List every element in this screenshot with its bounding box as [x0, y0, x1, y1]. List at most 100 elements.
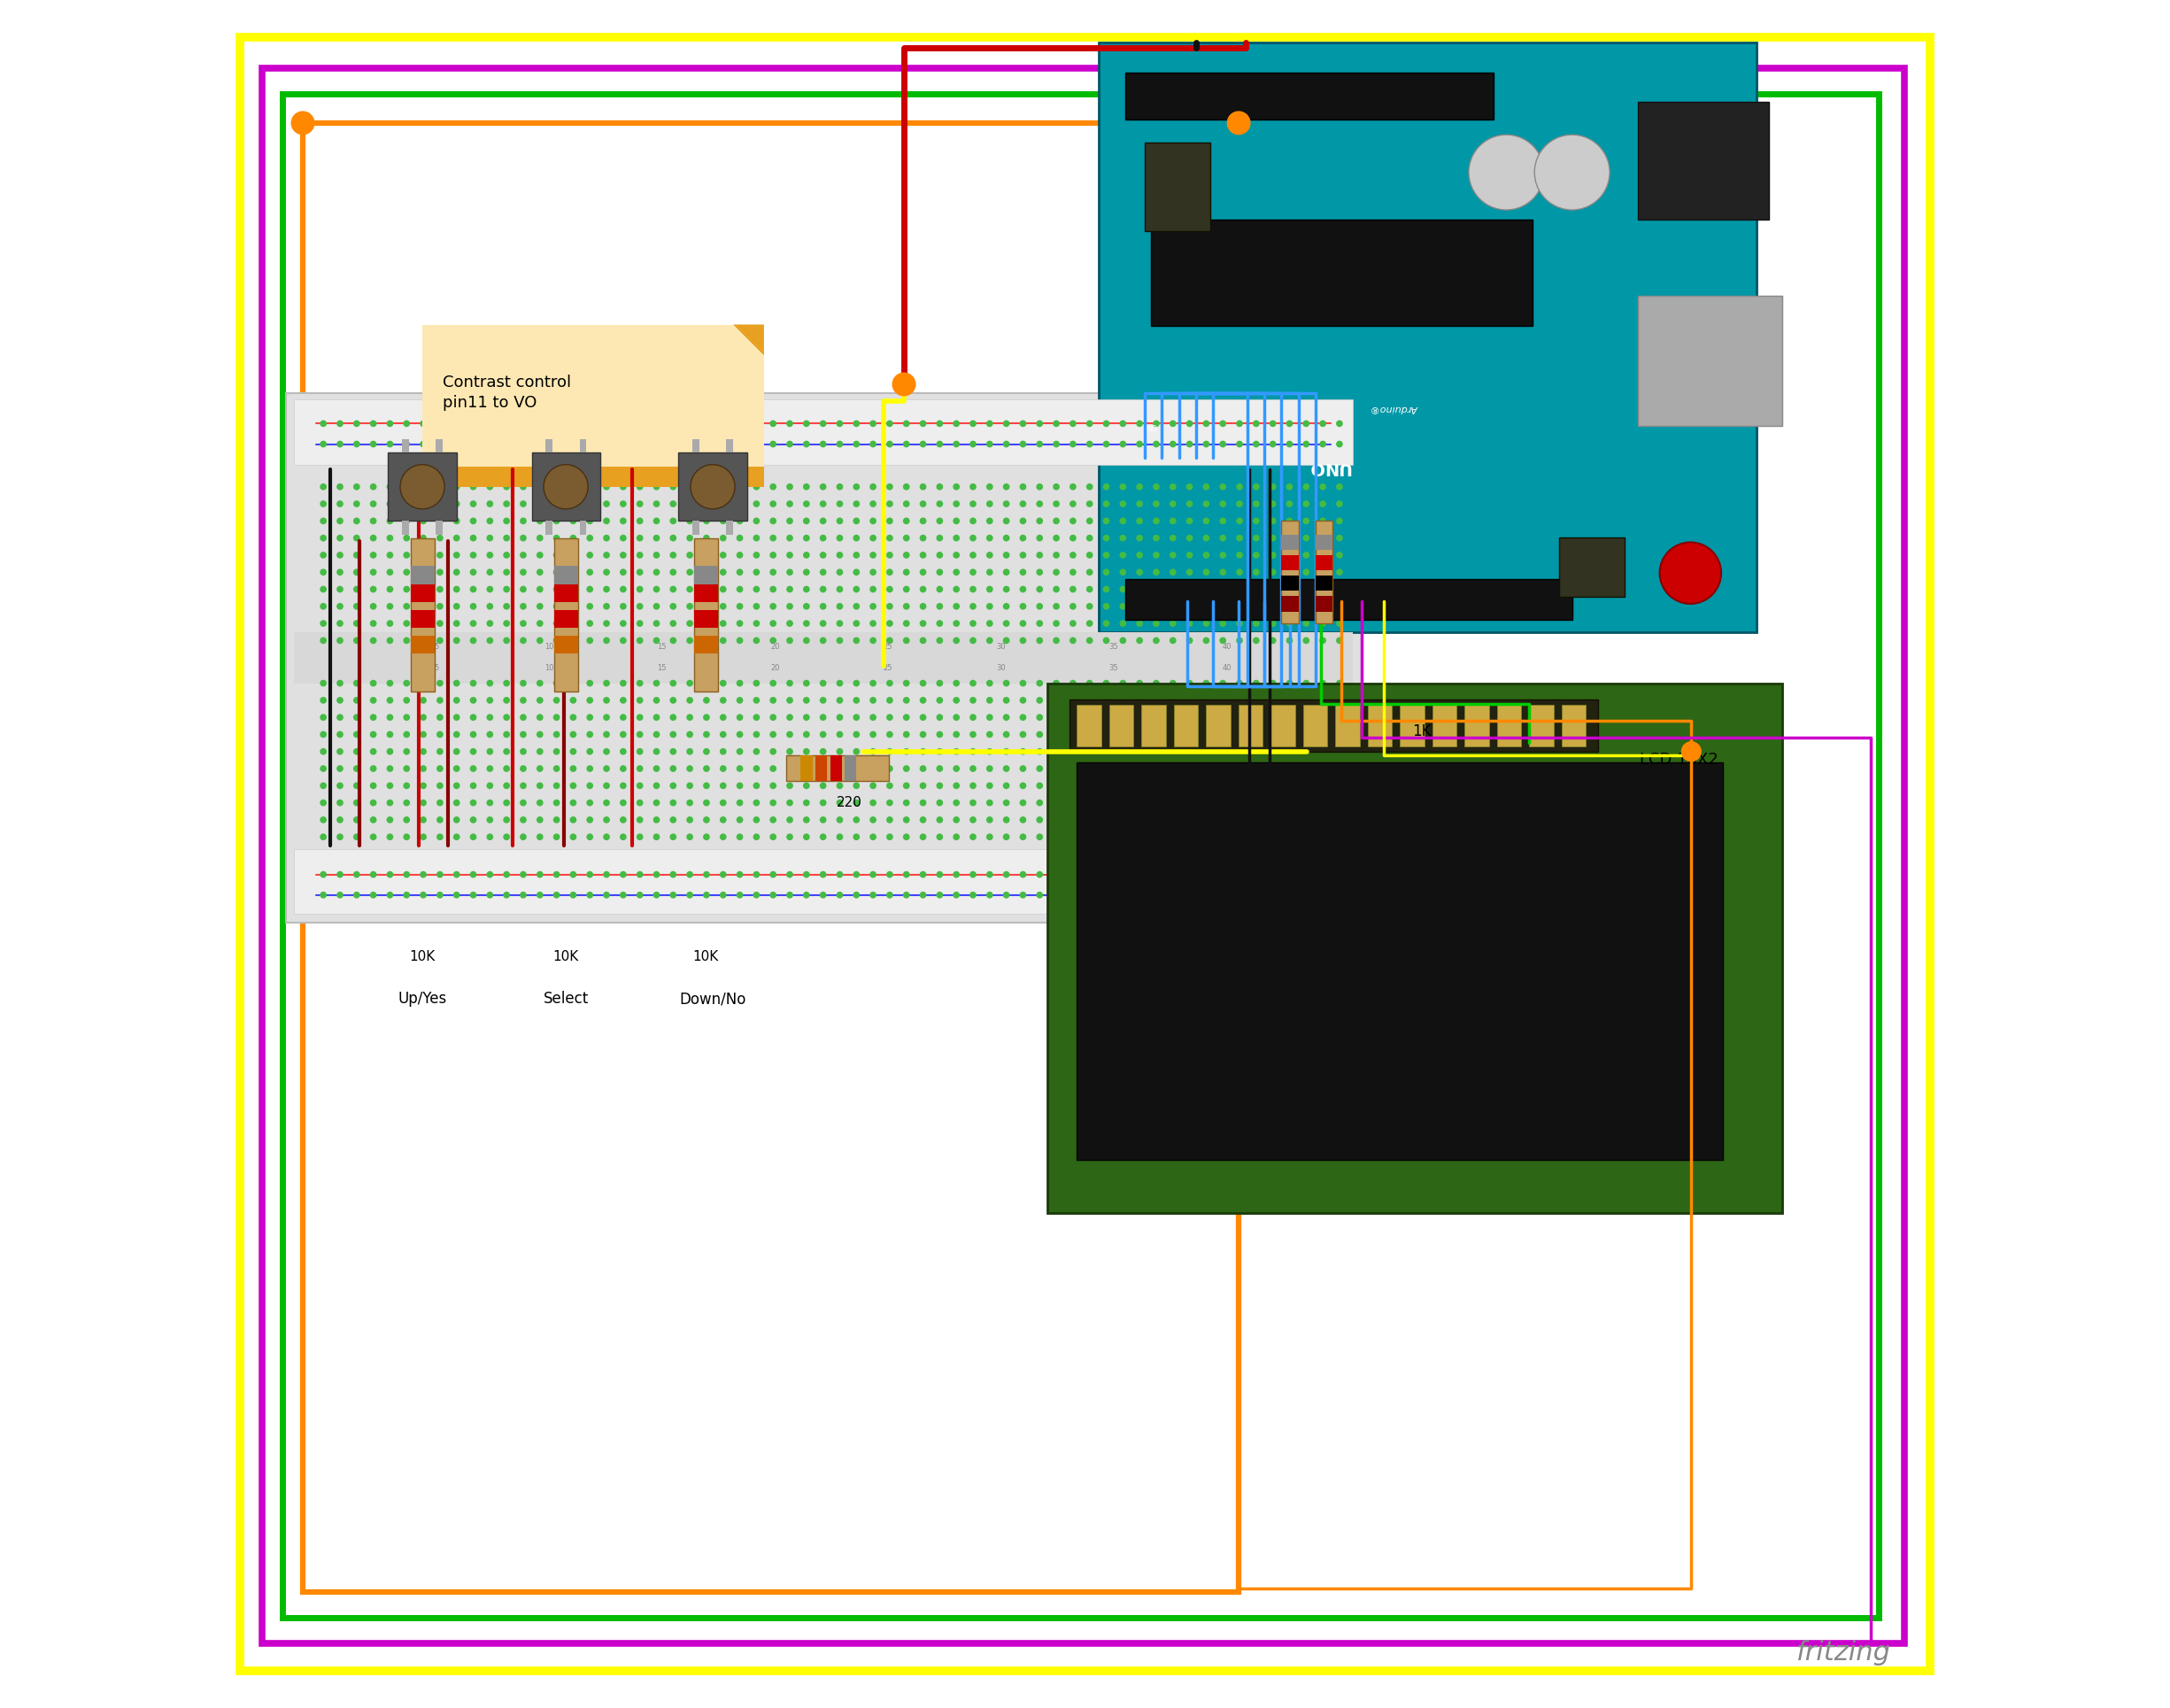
Circle shape: [803, 765, 809, 772]
Circle shape: [720, 637, 727, 644]
Circle shape: [835, 603, 844, 610]
Circle shape: [770, 782, 777, 789]
Circle shape: [885, 834, 894, 840]
Circle shape: [1269, 483, 1276, 490]
Circle shape: [471, 892, 477, 898]
Circle shape: [603, 483, 610, 490]
Circle shape: [521, 569, 527, 576]
Circle shape: [903, 420, 909, 427]
Circle shape: [636, 799, 642, 806]
Circle shape: [736, 586, 742, 593]
Circle shape: [1070, 637, 1076, 644]
Circle shape: [603, 620, 610, 627]
Circle shape: [985, 697, 994, 704]
Circle shape: [571, 500, 577, 507]
Circle shape: [1287, 765, 1293, 772]
Circle shape: [603, 697, 610, 704]
Circle shape: [354, 782, 360, 789]
Circle shape: [621, 697, 627, 704]
Circle shape: [1052, 714, 1059, 721]
Circle shape: [1003, 834, 1009, 840]
Circle shape: [1302, 697, 1309, 704]
Circle shape: [386, 799, 393, 806]
Circle shape: [636, 748, 642, 755]
Bar: [545, 521, 551, 535]
Circle shape: [603, 871, 610, 878]
Circle shape: [404, 892, 410, 898]
Circle shape: [571, 637, 577, 644]
Circle shape: [571, 552, 577, 559]
Circle shape: [454, 483, 460, 490]
Circle shape: [736, 483, 742, 490]
Circle shape: [1302, 420, 1309, 427]
Circle shape: [419, 680, 427, 687]
Circle shape: [336, 765, 343, 772]
Circle shape: [1170, 816, 1176, 823]
Circle shape: [1269, 680, 1276, 687]
Circle shape: [386, 483, 393, 490]
Circle shape: [1087, 765, 1094, 772]
Circle shape: [1052, 748, 1059, 755]
Circle shape: [571, 871, 577, 878]
Circle shape: [553, 620, 560, 627]
Circle shape: [835, 552, 844, 559]
Circle shape: [1237, 518, 1243, 524]
Circle shape: [354, 892, 360, 898]
Circle shape: [1003, 871, 1009, 878]
Circle shape: [291, 111, 315, 135]
Circle shape: [835, 731, 844, 738]
Circle shape: [486, 500, 493, 507]
Circle shape: [686, 603, 692, 610]
Circle shape: [1202, 586, 1209, 593]
Circle shape: [1070, 603, 1076, 610]
Circle shape: [1337, 586, 1343, 593]
Circle shape: [703, 420, 710, 427]
Bar: [388, 453, 456, 521]
Circle shape: [386, 748, 393, 755]
Circle shape: [920, 714, 927, 721]
Circle shape: [1070, 748, 1076, 755]
Circle shape: [736, 782, 742, 789]
Circle shape: [621, 420, 627, 427]
Circle shape: [454, 586, 460, 593]
Circle shape: [454, 420, 460, 427]
Circle shape: [903, 441, 909, 447]
Circle shape: [486, 892, 493, 898]
Circle shape: [953, 569, 959, 576]
Circle shape: [621, 441, 627, 447]
Circle shape: [885, 603, 894, 610]
Circle shape: [953, 697, 959, 704]
Circle shape: [1037, 731, 1044, 738]
Circle shape: [354, 765, 360, 772]
Circle shape: [419, 782, 427, 789]
Circle shape: [985, 500, 994, 507]
Circle shape: [1287, 500, 1293, 507]
Circle shape: [835, 697, 844, 704]
Circle shape: [920, 586, 927, 593]
Text: Up/Yes: Up/Yes: [397, 991, 447, 1008]
Circle shape: [770, 871, 777, 878]
Circle shape: [536, 535, 542, 541]
Circle shape: [903, 535, 909, 541]
Circle shape: [419, 871, 427, 878]
Circle shape: [770, 603, 777, 610]
Circle shape: [354, 569, 360, 576]
Circle shape: [885, 586, 894, 593]
Circle shape: [1287, 637, 1293, 644]
Circle shape: [1087, 731, 1094, 738]
Circle shape: [1287, 834, 1293, 840]
Circle shape: [486, 765, 493, 772]
Circle shape: [671, 714, 677, 721]
Circle shape: [1202, 420, 1209, 427]
Circle shape: [1220, 569, 1226, 576]
Circle shape: [970, 483, 976, 490]
Circle shape: [1020, 731, 1026, 738]
Circle shape: [536, 586, 542, 593]
Circle shape: [736, 603, 742, 610]
Circle shape: [471, 697, 477, 704]
Circle shape: [786, 441, 794, 447]
Circle shape: [571, 731, 577, 738]
Circle shape: [720, 782, 727, 789]
Circle shape: [736, 500, 742, 507]
Circle shape: [1187, 892, 1194, 898]
